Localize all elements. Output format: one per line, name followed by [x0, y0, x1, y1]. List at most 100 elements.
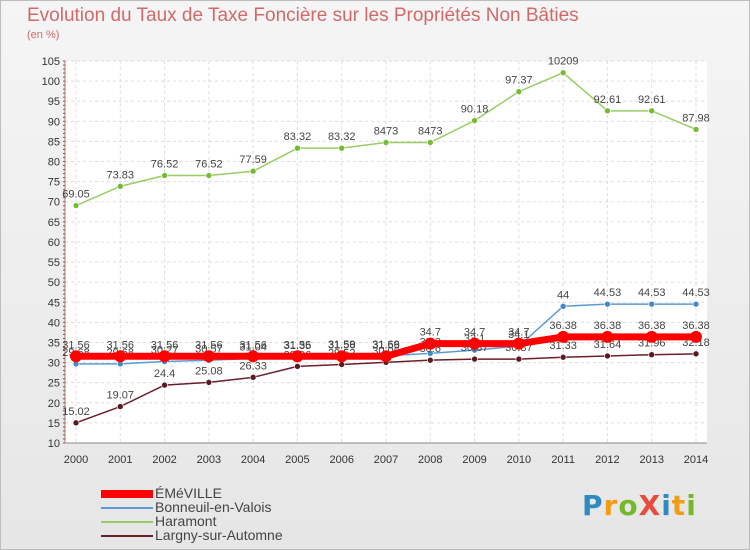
logo-letter: i [686, 489, 697, 522]
y-tick-label: 105 [42, 56, 60, 68]
data-point [72, 202, 80, 209]
data-point [247, 350, 260, 363]
y-tick-label: 45 [48, 297, 60, 309]
data-point [559, 353, 567, 361]
x-tick-label: 2014 [684, 454, 708, 466]
data-label: 31.56 [62, 339, 90, 351]
data-point [380, 350, 392, 363]
data-point [202, 350, 215, 363]
data-point [161, 172, 168, 179]
data-point [648, 107, 656, 115]
data-label: 36.38 [638, 320, 666, 332]
y-tick-label: 25 [48, 378, 60, 390]
data-label: 26.33 [239, 360, 267, 372]
data-point [426, 350, 434, 357]
data-label: 44.53 [682, 287, 710, 299]
logo-letter: t [671, 489, 687, 522]
data-point [601, 330, 614, 343]
y-tick-label: 30 [48, 358, 60, 370]
data-label: 31.35 [284, 340, 312, 352]
y-tick-label: 100 [42, 76, 60, 88]
x-tick-label: 2003 [197, 454, 221, 466]
data-label: 31.56 [107, 339, 135, 351]
logo-letter: i [661, 489, 672, 522]
legend-label: Bonneuil-en-Valois [155, 499, 272, 515]
data-label: 92.61 [594, 94, 622, 106]
data-label: 8473 [418, 126, 442, 138]
data-point [116, 403, 124, 410]
data-label: 34.7 [508, 327, 529, 339]
y-tick-label: 35 [48, 337, 60, 349]
data-label: 31.56 [284, 339, 312, 351]
y-tick-label: 65 [48, 217, 60, 229]
data-label: 25.08 [195, 365, 223, 377]
data-label: 31.59 [328, 339, 356, 351]
data-label: 44.53 [594, 287, 622, 299]
logo-letter: r [603, 489, 619, 522]
data-label: 31.96 [638, 338, 666, 350]
y-tick-label: 90 [48, 116, 60, 128]
data-label: 44 [557, 289, 569, 301]
x-tick-label: 2006 [329, 454, 353, 466]
x-tick-label: 2004 [241, 454, 265, 466]
data-point [557, 330, 570, 343]
y-tick-label: 60 [48, 237, 60, 249]
data-point [692, 300, 700, 308]
data-label: 15.02 [62, 406, 90, 418]
data-point [559, 302, 567, 310]
x-tick-label: 2008 [418, 454, 442, 466]
data-label: 36.38 [594, 320, 622, 332]
data-point [70, 350, 82, 363]
data-label: 73.83 [107, 169, 135, 181]
y-tick-label: 20 [48, 398, 60, 410]
data-label: 24.4 [154, 368, 175, 380]
x-tick-label: 2005 [285, 454, 309, 466]
data-label: 77.59 [239, 154, 267, 166]
x-tick-label: 2012 [595, 454, 619, 466]
x-tick-label: 2007 [374, 454, 398, 466]
data-point [338, 361, 346, 368]
legend-swatch [101, 507, 153, 509]
data-label: 34.7 [464, 327, 485, 339]
data-label: 36.38 [549, 320, 577, 332]
data-point [294, 144, 301, 152]
logo-letter: X [638, 489, 662, 522]
data-point [249, 374, 257, 381]
data-label: 31.56 [328, 339, 356, 351]
data-label: 87.98 [682, 112, 710, 124]
legend-swatch [101, 490, 153, 498]
data-point [471, 355, 478, 363]
data-point [648, 300, 656, 308]
chart-subtitle: (en %) [27, 29, 60, 41]
data-point [559, 69, 567, 77]
data-label: 44.53 [638, 287, 666, 299]
data-label: 31.56 [372, 339, 400, 351]
data-label: 83.32 [284, 131, 312, 143]
data-label: 10209 [548, 56, 579, 68]
data-label: 76.52 [195, 159, 223, 171]
data-label: 83.32 [328, 131, 356, 143]
data-point [426, 356, 434, 364]
data-point [161, 381, 168, 389]
data-label: 90.18 [461, 104, 489, 116]
data-point [205, 172, 213, 179]
chart-title: Evolution du Taux de Taxe Foncière sur l… [27, 5, 579, 26]
data-point [158, 350, 171, 363]
y-tick-label: 80 [48, 157, 60, 169]
legend-swatch [101, 521, 153, 523]
data-point [604, 352, 611, 360]
data-label: 76.52 [151, 159, 179, 171]
data-point [515, 88, 523, 95]
data-point [692, 126, 700, 133]
y-tick-label: 70 [48, 197, 60, 209]
data-label: 34.7 [420, 327, 441, 339]
data-point [294, 363, 301, 370]
x-tick-label: 2001 [108, 454, 132, 466]
data-point [604, 300, 611, 308]
data-label: 31.69 [372, 339, 400, 351]
proxiti-logo: ProXiti [582, 489, 697, 522]
data-label: 31.64 [594, 339, 622, 351]
data-point [424, 337, 437, 350]
